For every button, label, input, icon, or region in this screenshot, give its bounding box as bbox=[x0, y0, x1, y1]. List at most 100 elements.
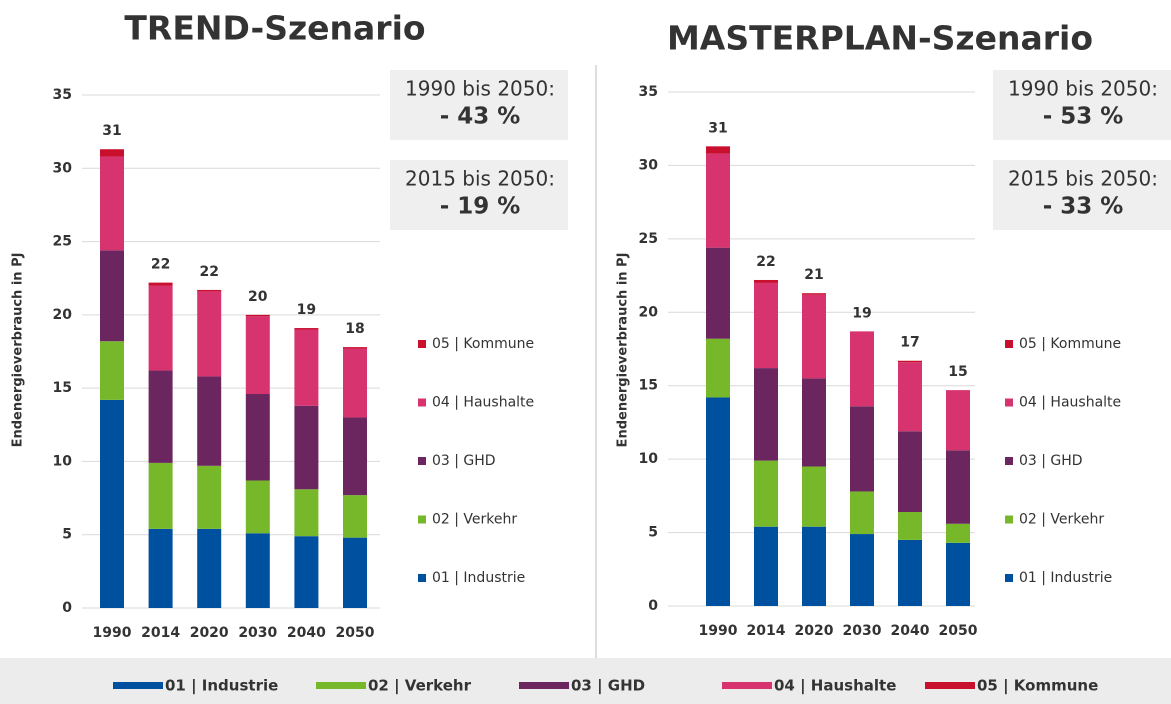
bar-segment bbox=[706, 247, 730, 339]
legend-swatch bbox=[418, 398, 426, 407]
bar-segment bbox=[343, 348, 367, 418]
legend-swatch bbox=[1005, 574, 1013, 582]
annotation-text: 2015 bis 2050: bbox=[1008, 167, 1158, 191]
legend-swatch bbox=[316, 682, 366, 689]
x-tick-label: 2030 bbox=[238, 625, 277, 641]
bar-segment bbox=[754, 368, 778, 461]
legend-swatch bbox=[418, 515, 426, 524]
legend-bar bbox=[0, 658, 1171, 704]
legend-swatch bbox=[722, 682, 772, 689]
total-label: 31 bbox=[708, 120, 727, 136]
legend-swatch bbox=[113, 682, 163, 689]
y-tick-label: 25 bbox=[639, 231, 658, 247]
y-tick-label: 30 bbox=[53, 160, 73, 176]
legend-swatch bbox=[1005, 340, 1013, 348]
legend-swatch bbox=[519, 682, 569, 689]
bar-segment bbox=[754, 526, 778, 606]
legend-swatch bbox=[1005, 457, 1013, 465]
bar-segment bbox=[898, 431, 922, 513]
total-label: 19 bbox=[297, 302, 316, 318]
x-tick-label: 2040 bbox=[891, 623, 930, 639]
bar-segment bbox=[850, 406, 874, 492]
annotation-box bbox=[390, 70, 568, 140]
legend-label: 03 | GHD bbox=[432, 453, 496, 469]
bar-segment bbox=[100, 399, 124, 608]
legend-label: 04 | Haushalte bbox=[432, 395, 534, 411]
x-tick-label: 2030 bbox=[843, 623, 882, 639]
annotation-box bbox=[993, 160, 1171, 230]
bar-segment bbox=[898, 539, 922, 606]
bar-segment bbox=[343, 537, 367, 608]
x-tick-label: 2020 bbox=[190, 625, 229, 641]
annotation-text: 1990 bis 2050: bbox=[1008, 77, 1158, 101]
bar-segment bbox=[343, 495, 367, 538]
bar-segment bbox=[197, 376, 222, 466]
bar-segment bbox=[754, 279, 778, 283]
y-axis-label: Endenergieverbrauch in PJ bbox=[11, 253, 26, 448]
bar-segment bbox=[706, 146, 730, 154]
total-label: 22 bbox=[151, 257, 170, 273]
y-tick-label: 15 bbox=[53, 380, 72, 396]
bar-segment bbox=[148, 282, 173, 286]
annotation-value: - 53 % bbox=[1043, 104, 1124, 130]
bar-segment bbox=[754, 460, 778, 527]
y-tick-label: 15 bbox=[639, 378, 658, 394]
bar-segment bbox=[100, 250, 124, 342]
y-tick-label: 10 bbox=[639, 451, 659, 467]
legend-label: 01 | Industrie bbox=[432, 570, 525, 586]
bar-segment bbox=[197, 291, 222, 377]
y-tick-label: 0 bbox=[648, 598, 658, 614]
legend-swatch bbox=[418, 457, 426, 465]
total-label: 22 bbox=[199, 264, 218, 280]
legend-label: 02 | Verkehr bbox=[432, 512, 517, 528]
legend-label: 04 | Haushalte bbox=[774, 677, 896, 696]
total-label: 17 bbox=[900, 335, 919, 351]
bar-segment bbox=[245, 533, 270, 608]
annotation-box bbox=[993, 70, 1171, 140]
total-label: 19 bbox=[852, 305, 871, 321]
bar-segment bbox=[245, 394, 270, 481]
bar-segment bbox=[850, 534, 874, 606]
bar-segment bbox=[245, 316, 270, 395]
x-tick-label: 2050 bbox=[336, 625, 375, 641]
bar-segment bbox=[148, 462, 173, 529]
x-tick-label: 2014 bbox=[141, 625, 180, 641]
y-tick-label: 5 bbox=[62, 527, 72, 543]
x-tick-label: 2014 bbox=[747, 623, 786, 639]
bar-segment bbox=[343, 417, 367, 496]
annotation-box bbox=[390, 160, 568, 230]
bar-segment bbox=[100, 149, 124, 157]
bar-segment bbox=[850, 331, 874, 407]
bar-segment bbox=[754, 282, 778, 369]
bar-segment bbox=[802, 526, 826, 606]
bar-segment bbox=[245, 314, 270, 317]
total-label: 31 bbox=[102, 123, 121, 139]
bar-segment bbox=[946, 390, 970, 451]
bar-segment bbox=[148, 370, 173, 463]
annotation-value: - 19 % bbox=[440, 194, 521, 220]
bar-segment bbox=[100, 341, 124, 400]
total-label: 22 bbox=[756, 254, 775, 270]
bar-segment bbox=[946, 450, 970, 524]
annotation-value: - 43 % bbox=[440, 104, 521, 130]
total-label: 15 bbox=[948, 364, 967, 380]
bar-segment bbox=[802, 293, 826, 295]
total-label: 21 bbox=[804, 267, 823, 283]
bar-segment bbox=[294, 405, 319, 490]
legend-label: 02 | Verkehr bbox=[368, 677, 472, 696]
bar-segment bbox=[197, 289, 222, 292]
bar-segment bbox=[850, 491, 874, 535]
annotation-text: 1990 bis 2050: bbox=[405, 77, 555, 101]
x-tick-label: 2020 bbox=[795, 623, 834, 639]
chart-title: TREND-Szenario bbox=[124, 9, 425, 48]
bar-segment bbox=[706, 153, 730, 248]
bar-segment bbox=[898, 360, 922, 363]
bar-segment bbox=[898, 512, 922, 540]
annotation-text: 2015 bis 2050: bbox=[405, 167, 555, 191]
bar-segment bbox=[706, 338, 730, 398]
y-tick-label: 0 bbox=[62, 600, 72, 616]
x-tick-label: 2040 bbox=[287, 625, 326, 641]
bar-segment bbox=[802, 294, 826, 379]
total-label: 18 bbox=[345, 321, 364, 337]
